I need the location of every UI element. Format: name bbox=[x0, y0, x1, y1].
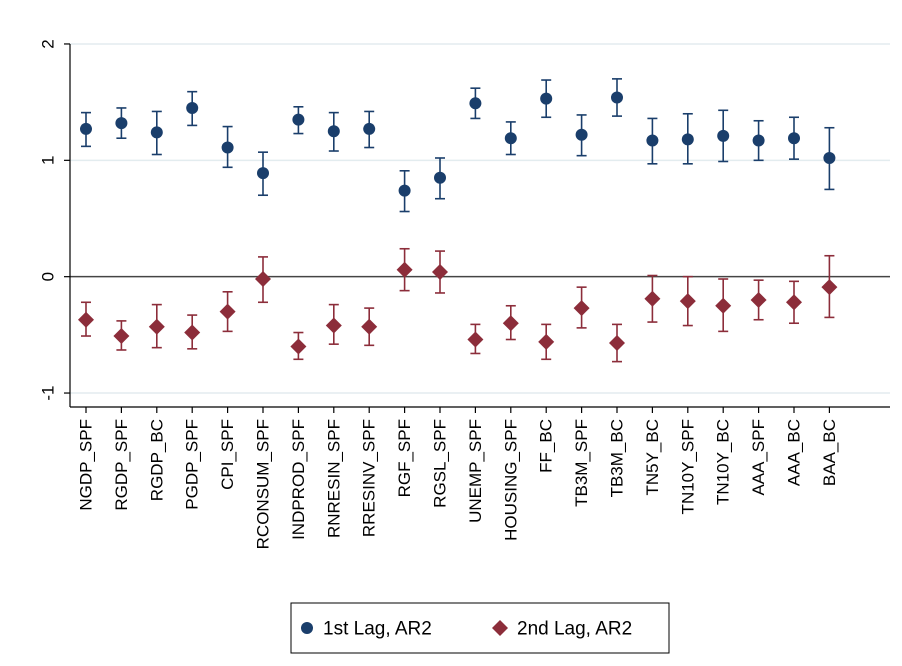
x-tick-label: TN5Y_BC bbox=[643, 419, 662, 496]
series-1st-lag bbox=[80, 78, 836, 213]
legend: 1st Lag, AR2 2nd Lag, AR2 bbox=[290, 602, 670, 654]
data-point bbox=[538, 333, 555, 350]
x-tick-label: RGSL_SPF bbox=[431, 419, 450, 508]
data-point bbox=[327, 125, 340, 138]
data-point bbox=[540, 92, 553, 105]
x-tick-label: RCONSUM_SPF bbox=[254, 419, 273, 549]
x-tick-label: CPI_SPF bbox=[218, 419, 237, 490]
data-point bbox=[717, 129, 730, 142]
data-point bbox=[467, 331, 484, 348]
data-point bbox=[679, 293, 696, 310]
data-point bbox=[150, 126, 163, 139]
data-point bbox=[715, 297, 732, 314]
data-point bbox=[611, 91, 623, 104]
data-point bbox=[113, 328, 130, 345]
data-point bbox=[823, 151, 836, 164]
data-point bbox=[575, 128, 588, 141]
data-point bbox=[292, 113, 305, 126]
data-point bbox=[148, 318, 165, 335]
legend-label: 2nd Lag, AR2 bbox=[517, 619, 632, 640]
x-tick-label: NGDP_SPF bbox=[77, 419, 96, 511]
legend-box bbox=[290, 602, 670, 654]
data-point bbox=[219, 303, 236, 320]
x-tick-labels: NGDP_SPF RGDP_SPF RGDP_BC PGDP_SPF CPI_SPF RC… bbox=[77, 419, 839, 549]
data-point bbox=[115, 117, 128, 130]
x-tick-label: INDPROD_SPF bbox=[289, 419, 308, 540]
x-tick-label: RRESINV_SPF bbox=[360, 419, 379, 537]
data-point bbox=[398, 184, 411, 197]
data-point bbox=[434, 171, 446, 184]
data-point bbox=[396, 261, 413, 278]
x-tick-label: RGF_SPF bbox=[395, 419, 414, 497]
data-point bbox=[752, 134, 765, 147]
data-point bbox=[255, 271, 271, 288]
data-point bbox=[325, 317, 342, 334]
grid-lines bbox=[70, 43, 890, 394]
x-tick-label: TN10Y_SPF bbox=[678, 419, 697, 514]
x-tick-label: HOUSING_SPF bbox=[501, 419, 520, 541]
data-point bbox=[290, 338, 307, 355]
data-point bbox=[78, 311, 94, 328]
data-point bbox=[646, 134, 659, 147]
x-tick-label: RNRESIN_SPF bbox=[324, 419, 343, 538]
data-point bbox=[821, 279, 838, 296]
data-point bbox=[573, 300, 590, 317]
data-point bbox=[432, 264, 448, 281]
x-tick-label: RGDP_BC bbox=[147, 419, 166, 501]
x-tick-label: TB3M_BC bbox=[608, 419, 627, 497]
x-tick-label: TB3M_SPF bbox=[572, 419, 591, 507]
plot-marks bbox=[78, 78, 838, 363]
data-point bbox=[644, 290, 661, 307]
y-tick-label: -1 bbox=[39, 385, 58, 400]
x-tick-label: AAA_SPF bbox=[749, 419, 768, 496]
legend-marker-1st-lag bbox=[301, 622, 313, 634]
data-point bbox=[221, 141, 234, 154]
data-point bbox=[788, 132, 800, 145]
x-tick-label: TN10Y_BC bbox=[714, 419, 733, 505]
x-tick-label: UNEMP_SPF bbox=[466, 419, 485, 523]
y-tick-label: 0 bbox=[39, 272, 58, 281]
series-2nd-lag bbox=[78, 247, 838, 363]
x-tick-label: BAA_BC bbox=[820, 419, 839, 486]
data-point bbox=[257, 167, 269, 180]
x-tick-label: AAA_BC bbox=[785, 419, 804, 486]
data-point bbox=[469, 97, 482, 110]
data-point bbox=[609, 335, 625, 352]
y-tick-label: 2 bbox=[39, 39, 58, 48]
x-tick-label: RGDP_SPF bbox=[112, 419, 131, 511]
legend-label: 1st Lag, AR2 bbox=[323, 619, 432, 640]
axes: -1 0 1 2 bbox=[39, 39, 890, 413]
data-point bbox=[186, 101, 199, 114]
data-point bbox=[750, 291, 767, 308]
x-tick-label: PGDP_SPF bbox=[183, 419, 202, 510]
data-point bbox=[502, 315, 519, 332]
data-point bbox=[80, 122, 92, 135]
y-tick-label: 1 bbox=[39, 156, 58, 165]
data-point bbox=[184, 324, 201, 341]
data-point bbox=[363, 122, 376, 135]
data-point bbox=[361, 318, 378, 335]
data-point bbox=[504, 132, 517, 145]
x-tick-label: FF_BC bbox=[537, 419, 556, 473]
legend-marker-2nd-lag bbox=[492, 620, 508, 636]
data-point bbox=[786, 294, 802, 311]
data-point bbox=[681, 133, 694, 146]
